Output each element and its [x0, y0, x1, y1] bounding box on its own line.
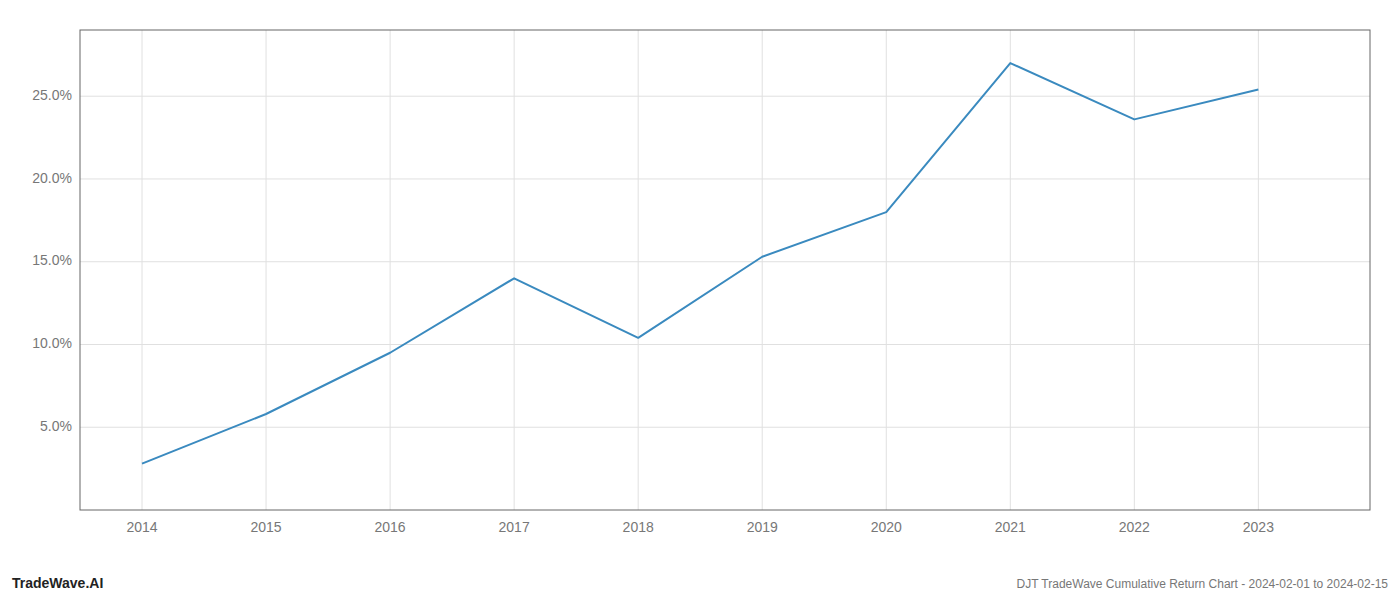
x-tick-label: 2020	[871, 519, 902, 535]
y-grid-line	[80, 178, 1370, 179]
x-grid-line	[886, 30, 887, 510]
y-tick-label: 25.0%	[32, 87, 72, 103]
y-grid-line	[80, 344, 1370, 345]
x-tick-label: 2018	[623, 519, 654, 535]
x-grid-line	[1134, 30, 1135, 510]
y-tick-label: 20.0%	[32, 170, 72, 186]
y-tick-label: 15.0%	[32, 252, 72, 268]
x-grid-line	[1010, 30, 1011, 510]
x-grid-line	[390, 30, 391, 510]
y-tick-label: 10.0%	[32, 335, 72, 351]
x-grid-line	[142, 30, 143, 510]
grid	[80, 30, 1370, 510]
watermark: TradeWave.AI	[12, 575, 103, 591]
y-grid-line	[80, 96, 1370, 97]
x-grid-line	[1258, 30, 1259, 510]
x-grid-line	[266, 30, 267, 510]
plot-frame	[80, 30, 1370, 510]
x-tick-label: 2019	[747, 519, 778, 535]
x-tick-label: 2017	[499, 519, 530, 535]
chart-container: 5.0% 10.0% 15.0% 20.0% 25.0% 2014 2015 2016 2017…	[0, 0, 1400, 600]
x-grid-line	[638, 30, 639, 510]
data-line	[142, 63, 1258, 464]
x-tick-label: 2014	[126, 519, 157, 535]
x-axis: 2014 2015 2016 2017 2018 2019 2020 2021 2022 2023	[126, 519, 1274, 535]
x-grid-line	[762, 30, 763, 510]
x-tick-label: 2023	[1243, 519, 1274, 535]
y-grid-line	[80, 261, 1370, 262]
title: DJT TradeWave Cumulative Return Chart - …	[1016, 577, 1388, 591]
chart-svg: 5.0% 10.0% 15.0% 20.0% 25.0% 2014 2015 2016 2017…	[0, 0, 1400, 600]
x-tick-label: 2022	[1119, 519, 1150, 535]
y-grid-line	[80, 427, 1370, 428]
y-axis: 5.0% 10.0% 15.0% 20.0% 25.0%	[32, 87, 72, 434]
x-tick-label: 2015	[250, 519, 281, 535]
x-grid-line	[514, 30, 515, 510]
x-tick-label: 2021	[995, 519, 1026, 535]
y-tick-label: 5.0%	[40, 418, 72, 434]
plot-area	[142, 63, 1258, 464]
x-tick-label: 2016	[375, 519, 406, 535]
